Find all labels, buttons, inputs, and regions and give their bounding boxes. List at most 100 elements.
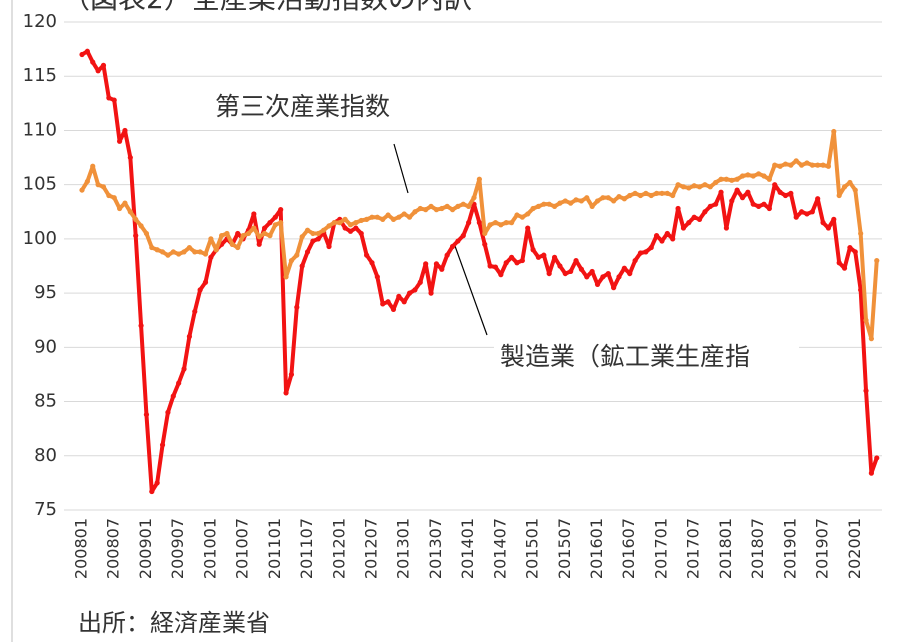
point-marker <box>466 220 472 226</box>
annotation-line <box>393 143 409 194</box>
point-marker <box>213 247 219 253</box>
point-marker <box>401 211 407 217</box>
point-marker <box>659 190 665 196</box>
point-marker <box>84 178 90 185</box>
point-marker <box>288 257 295 264</box>
point-marker <box>326 243 332 250</box>
point-marker <box>283 390 289 396</box>
point-marker <box>514 260 520 266</box>
point-marker <box>793 158 799 164</box>
point-marker <box>294 304 300 310</box>
point-marker <box>648 192 654 199</box>
point-marker <box>460 233 466 239</box>
point-marker <box>321 227 327 233</box>
point-marker <box>863 317 869 323</box>
point-marker <box>299 234 305 240</box>
point-marker <box>229 241 235 247</box>
point-marker <box>756 203 762 209</box>
point-marker <box>310 230 316 237</box>
point-marker <box>584 274 590 280</box>
point-marker <box>546 270 552 277</box>
point-marker <box>798 209 805 215</box>
point-marker <box>202 251 209 257</box>
point-marker <box>208 236 214 242</box>
point-marker <box>782 161 789 167</box>
point-marker <box>825 163 832 169</box>
point-marker <box>95 182 101 188</box>
point-marker <box>525 211 531 217</box>
x-tick-label: 200901 <box>136 518 155 579</box>
point-marker <box>831 128 837 135</box>
point-marker <box>616 193 622 200</box>
point-marker <box>369 214 375 220</box>
point-marker <box>578 266 585 272</box>
point-marker <box>686 185 692 191</box>
point-marker <box>707 184 713 190</box>
point-marker <box>756 171 762 177</box>
point-marker <box>584 195 590 201</box>
point-marker <box>364 252 370 258</box>
y-tick-label: 85 <box>34 391 57 412</box>
point-marker <box>664 230 670 237</box>
y-tick-label: 100 <box>23 228 57 249</box>
y-tick-label: 75 <box>34 499 57 520</box>
point-marker <box>288 371 295 378</box>
x-tick-label: 201501 <box>523 518 542 579</box>
point-marker <box>723 176 730 182</box>
point-marker <box>573 257 579 264</box>
x-tick-label: 201301 <box>394 518 413 579</box>
point-marker <box>530 205 536 212</box>
point-marker <box>256 234 262 240</box>
point-marker <box>353 225 359 231</box>
point-marker <box>632 257 638 264</box>
point-marker <box>788 162 794 168</box>
x-tick-label: 201701 <box>651 518 670 579</box>
point-marker <box>557 200 563 206</box>
point-marker <box>235 244 241 251</box>
point-marker <box>782 192 789 199</box>
point-marker <box>256 241 262 247</box>
point-marker <box>659 238 665 244</box>
point-marker <box>594 281 601 288</box>
point-marker <box>106 192 112 199</box>
point-marker <box>487 222 493 228</box>
point-marker <box>707 203 713 209</box>
point-marker <box>718 176 724 182</box>
annotation-line <box>454 245 488 336</box>
point-marker <box>535 203 542 209</box>
y-tick-label: 120 <box>23 11 57 32</box>
x-tick-label: 201207 <box>361 518 380 579</box>
point-marker <box>858 287 864 293</box>
point-marker <box>723 225 730 231</box>
point-marker <box>127 209 133 215</box>
point-marker <box>868 470 874 476</box>
point-marker <box>734 187 740 193</box>
point-marker <box>165 252 171 258</box>
point-marker <box>240 233 246 239</box>
point-marker <box>347 228 354 234</box>
point-marker <box>439 266 445 272</box>
point-marker <box>433 261 440 267</box>
point-marker <box>637 250 644 256</box>
point-marker <box>503 260 509 266</box>
point-marker <box>149 488 155 495</box>
point-marker <box>637 192 644 199</box>
point-marker <box>841 184 848 190</box>
point-marker <box>750 201 756 207</box>
point-marker <box>455 238 461 244</box>
point-marker <box>181 249 187 255</box>
point-marker <box>449 243 456 250</box>
point-marker <box>702 209 708 215</box>
point-marker <box>385 299 391 305</box>
point-marker <box>487 263 493 269</box>
point-marker <box>299 263 305 269</box>
point-marker <box>159 249 166 255</box>
y-tick-label: 90 <box>34 336 57 357</box>
point-marker <box>820 220 826 226</box>
point-marker <box>170 249 176 255</box>
point-marker <box>197 249 203 255</box>
point-marker <box>492 220 499 226</box>
point-marker <box>600 274 606 280</box>
point-marker <box>863 388 869 394</box>
